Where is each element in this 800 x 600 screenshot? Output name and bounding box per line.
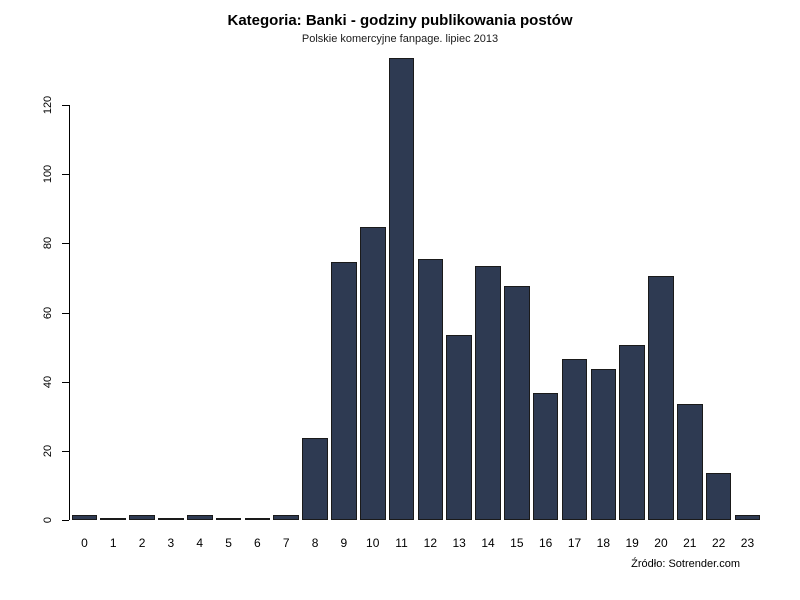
y-tick bbox=[62, 520, 69, 521]
chart-title: Kategoria: Banki - godziny publikowania … bbox=[227, 12, 573, 29]
bar-hour-19 bbox=[619, 345, 645, 520]
y-tick-label: 120 bbox=[42, 95, 54, 115]
x-tick-label: 2 bbox=[138, 536, 146, 550]
x-axis-labels: 0 1 2 3 4 5 6 7 8 9 10 11 12 13 14 15 16 17 18 19 20 21 22 23 bbox=[70, 536, 762, 550]
bar-slot bbox=[99, 58, 128, 520]
x-tick-label: 17 bbox=[567, 536, 582, 550]
x-tick-label: 5 bbox=[225, 536, 232, 550]
x-tick-label: 7 bbox=[282, 536, 290, 550]
bar-hour-13 bbox=[446, 335, 472, 520]
bar-hour-18 bbox=[590, 369, 617, 520]
bar-slot bbox=[675, 58, 704, 520]
bar-hour-4 bbox=[186, 515, 213, 520]
y-tick bbox=[62, 105, 69, 106]
bar-slot bbox=[647, 58, 676, 520]
x-tick-label: 3 bbox=[167, 536, 175, 550]
bar-slot bbox=[243, 58, 272, 520]
bar-slot bbox=[272, 58, 301, 520]
y-tick-label: 20 bbox=[42, 444, 54, 457]
bar-slot bbox=[531, 58, 560, 520]
y-tick-label: 60 bbox=[42, 306, 54, 319]
bar-hour-20 bbox=[648, 276, 674, 520]
bar-hour-9 bbox=[331, 262, 357, 520]
source-credit: Źródło: Sotrender.com bbox=[631, 558, 740, 570]
bar-hour-1 bbox=[100, 518, 127, 520]
y-tick-label: 80 bbox=[42, 237, 54, 250]
bar-hour-8 bbox=[302, 438, 328, 520]
y-tick bbox=[62, 243, 69, 245]
bar-slot bbox=[387, 58, 416, 520]
bar-slot bbox=[70, 58, 99, 520]
bar-slot bbox=[474, 58, 503, 520]
x-tick-label: 21 bbox=[683, 536, 697, 550]
x-tick-label: 9 bbox=[340, 536, 348, 550]
x-tick-label: 16 bbox=[538, 536, 553, 550]
x-tick-label: 0 bbox=[81, 536, 88, 550]
x-tick-label: 14 bbox=[481, 536, 495, 550]
bar-hour-15 bbox=[504, 286, 530, 520]
bar-hour-0 bbox=[71, 515, 98, 520]
bar-hour-5 bbox=[215, 518, 242, 520]
x-tick-label: 1 bbox=[109, 536, 117, 550]
bar-hour-6 bbox=[244, 518, 271, 520]
x-tick-label: 4 bbox=[196, 536, 204, 550]
bar-hour-22 bbox=[705, 473, 732, 520]
bar-hour-12 bbox=[417, 259, 444, 520]
x-tick-label: 23 bbox=[740, 536, 755, 550]
x-tick-label: 8 bbox=[311, 536, 319, 550]
y-axis-line bbox=[69, 105, 70, 520]
bar-slot bbox=[128, 58, 157, 520]
bar-hour-16 bbox=[532, 393, 559, 520]
bar-slot bbox=[445, 58, 474, 520]
bar-hour-10 bbox=[359, 227, 386, 520]
bar-hour-3 bbox=[158, 518, 184, 520]
x-tick-label: 13 bbox=[452, 536, 466, 550]
bar-hour-14 bbox=[475, 266, 501, 520]
x-tick-label: 15 bbox=[510, 536, 524, 550]
bar-slot bbox=[301, 58, 330, 520]
x-tick-label: 12 bbox=[423, 536, 438, 550]
y-tick bbox=[62, 381, 69, 383]
bar-slot bbox=[214, 58, 243, 520]
plot-area bbox=[70, 58, 762, 520]
y-tick bbox=[62, 312, 69, 314]
bar-slot bbox=[502, 58, 531, 520]
bar-hour-17 bbox=[561, 359, 588, 520]
bar-hour-2 bbox=[129, 515, 155, 520]
x-tick-label: 22 bbox=[711, 536, 726, 550]
bar-hour-7 bbox=[273, 515, 300, 520]
y-tick bbox=[62, 450, 69, 452]
bar-slot bbox=[358, 58, 387, 520]
bar-slot bbox=[589, 58, 618, 520]
bar-slot bbox=[704, 58, 733, 520]
bar-slot bbox=[185, 58, 214, 520]
x-tick-label: 6 bbox=[254, 536, 261, 550]
x-tick-label: 10 bbox=[366, 536, 380, 550]
bar-hour-21 bbox=[676, 404, 703, 520]
bar-slot bbox=[329, 58, 358, 520]
bar-slot bbox=[618, 58, 647, 520]
chart-subtitle: Polskie komercyjne fanpage. lipiec 2013 bbox=[301, 33, 499, 45]
x-tick-label: 20 bbox=[654, 536, 668, 550]
bar-slot bbox=[156, 58, 185, 520]
bar-slot bbox=[416, 58, 445, 520]
bar-slot bbox=[560, 58, 589, 520]
y-tick-label: 100 bbox=[42, 164, 54, 184]
y-tick bbox=[62, 174, 69, 176]
x-tick-label: 11 bbox=[395, 536, 408, 550]
bar-hour-23 bbox=[734, 515, 761, 520]
y-tick-label: 0 bbox=[42, 516, 54, 524]
bar-hour-11 bbox=[388, 58, 415, 520]
x-tick-label: 19 bbox=[625, 536, 639, 550]
y-tick-label: 40 bbox=[42, 375, 54, 388]
x-tick-label: 18 bbox=[596, 536, 610, 550]
bar-slot bbox=[733, 58, 762, 520]
